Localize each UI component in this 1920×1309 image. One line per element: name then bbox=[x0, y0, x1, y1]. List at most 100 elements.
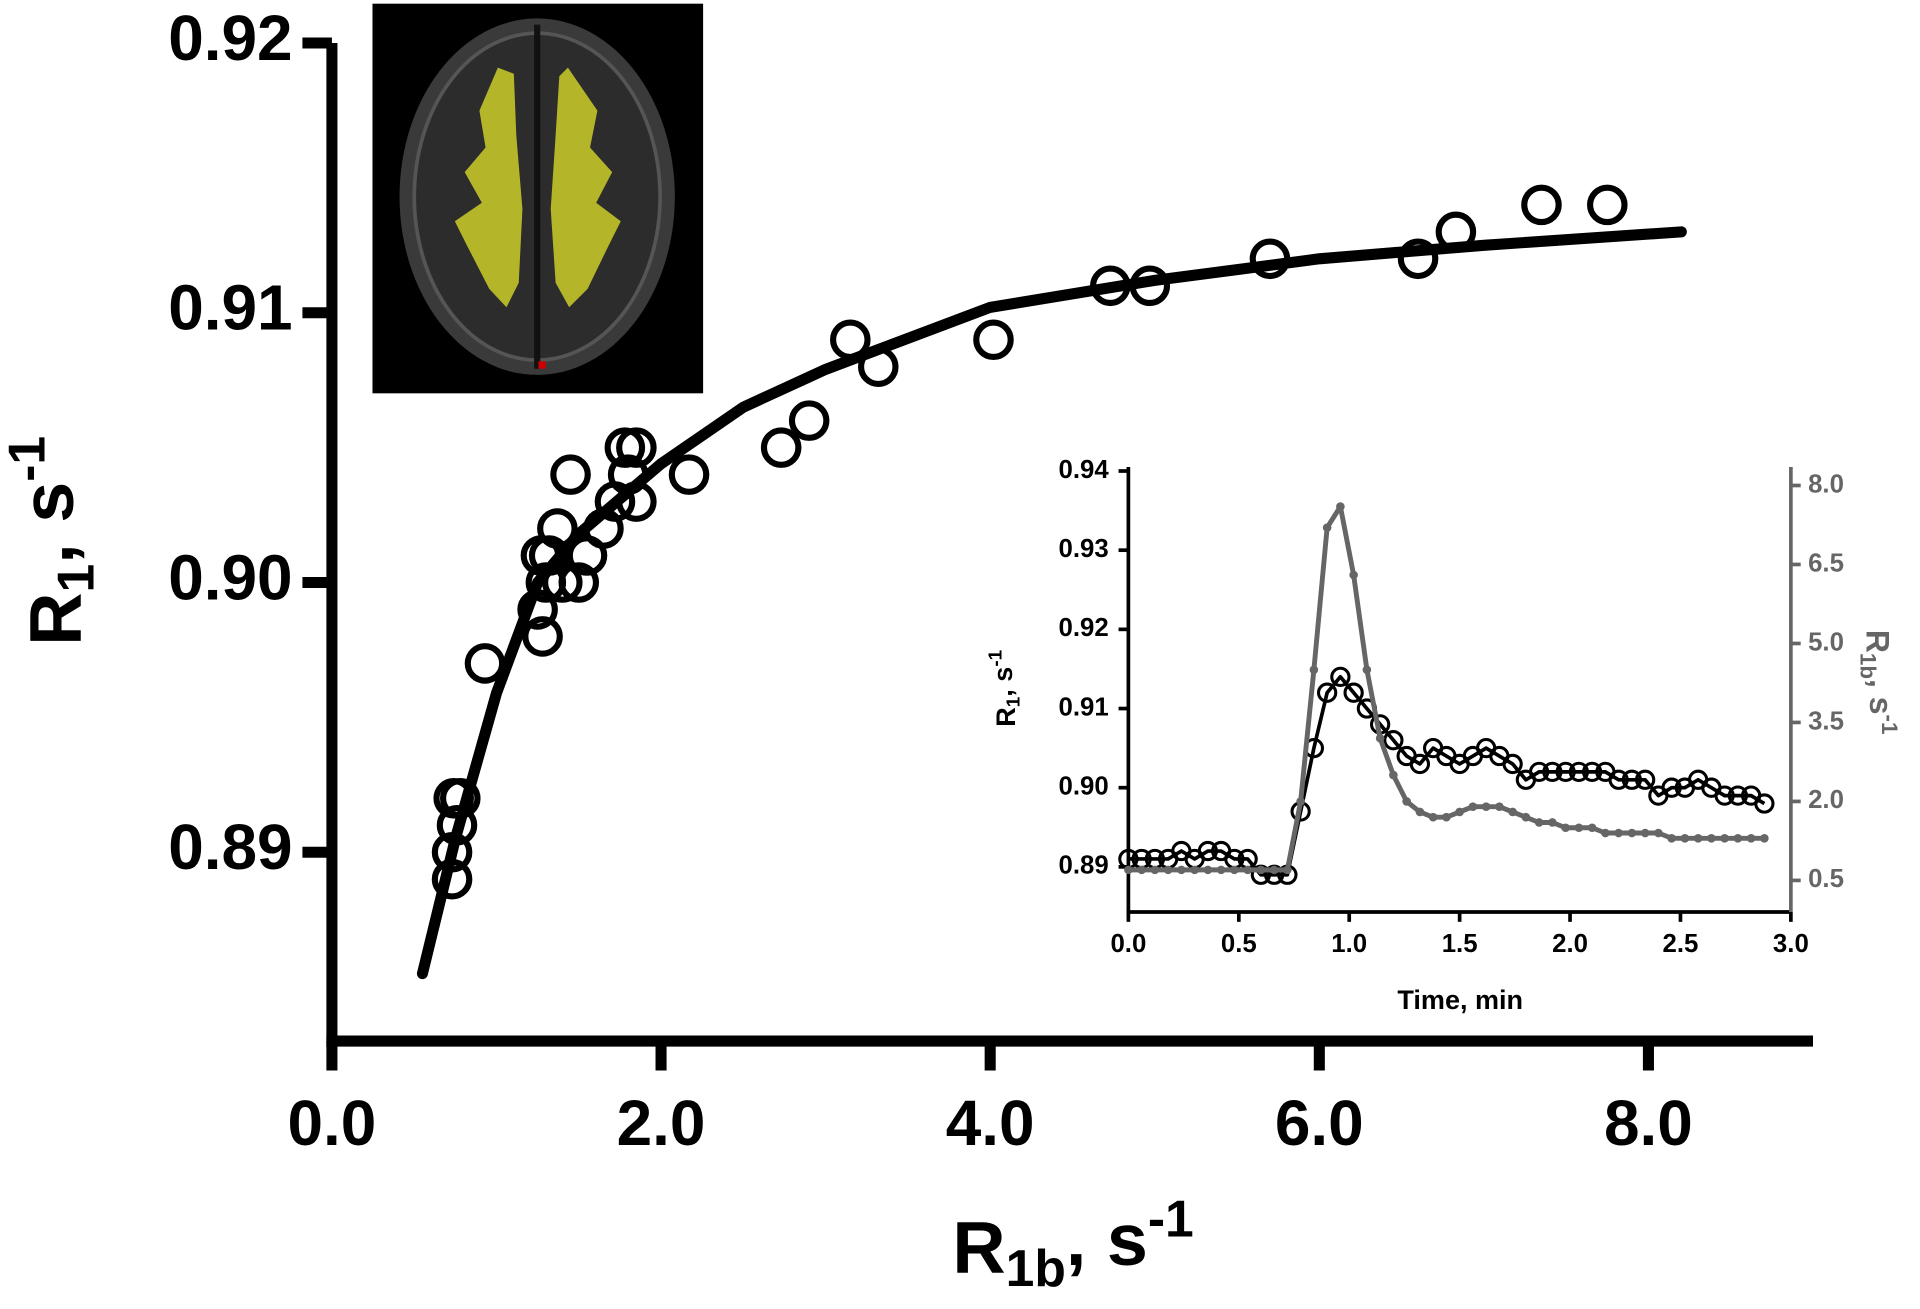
data-point bbox=[1495, 802, 1504, 811]
data-point bbox=[1733, 833, 1743, 843]
data-point bbox=[973, 319, 1014, 361]
y2-tick-label: 2.0 bbox=[1808, 786, 1844, 814]
data-point bbox=[1163, 865, 1173, 875]
data-point bbox=[1521, 812, 1531, 822]
fit-curve bbox=[416, 226, 1687, 980]
y2-tick-label: 8.0 bbox=[1808, 470, 1844, 498]
label-base: R bbox=[14, 592, 97, 645]
x-tick-label: 1.0 bbox=[1331, 930, 1367, 958]
white-matter-right bbox=[550, 67, 621, 308]
data-point bbox=[1203, 865, 1213, 875]
data-point bbox=[1542, 761, 1563, 783]
label-subscript: 1 bbox=[1004, 697, 1025, 708]
data-point bbox=[1375, 733, 1385, 743]
y2-tick-label: 0.5 bbox=[1808, 865, 1844, 893]
label-text: , s bbox=[6, 482, 89, 564]
y-tick-label: 0.92 bbox=[1059, 614, 1109, 642]
data-point bbox=[1150, 865, 1160, 875]
data-point bbox=[1137, 865, 1146, 875]
data-point bbox=[1397, 238, 1439, 280]
y2-tick-label: 5.0 bbox=[1808, 628, 1844, 656]
label-base: R bbox=[991, 707, 1021, 727]
x-tick-label: 1.5 bbox=[1442, 930, 1478, 958]
label-subscript: 1b bbox=[1856, 653, 1881, 679]
data-point bbox=[550, 454, 591, 495]
y2-tick-label: 6.5 bbox=[1808, 549, 1844, 577]
data-point bbox=[1654, 828, 1663, 838]
data-point bbox=[1190, 865, 1199, 875]
data-point bbox=[1608, 769, 1629, 790]
label-superscript: -1 bbox=[0, 436, 55, 482]
y-tick-label: 0.91 bbox=[1059, 693, 1109, 721]
data-point bbox=[1383, 730, 1404, 751]
data-point bbox=[1415, 807, 1425, 817]
label-superscript: -1 bbox=[986, 650, 1007, 667]
y-axis-label: R1, s-1 bbox=[986, 650, 1025, 727]
data-point bbox=[1216, 865, 1226, 875]
data-point bbox=[604, 427, 646, 468]
data-point bbox=[1409, 753, 1431, 775]
label-superscript: -1 bbox=[1877, 715, 1902, 735]
data-point bbox=[1428, 812, 1438, 822]
data-point bbox=[1534, 818, 1544, 827]
data-point bbox=[1197, 840, 1219, 862]
data-point bbox=[1296, 797, 1305, 806]
y-tick-label: 0.89 bbox=[168, 811, 292, 883]
y-tick-label: 0.94 bbox=[1059, 456, 1110, 484]
series-line bbox=[1128, 675, 1766, 877]
data-point bbox=[1243, 865, 1252, 875]
x-tick-label: 2.5 bbox=[1663, 930, 1699, 958]
data-point bbox=[1760, 833, 1769, 843]
data-point bbox=[1627, 828, 1637, 838]
data-point bbox=[1256, 865, 1266, 875]
data-point bbox=[1336, 502, 1345, 511]
data-point bbox=[1727, 785, 1749, 806]
data-point bbox=[1614, 828, 1623, 838]
data-point bbox=[616, 427, 657, 468]
data-point bbox=[1508, 807, 1517, 817]
label-text: , s bbox=[1066, 1198, 1148, 1281]
data-point bbox=[558, 562, 600, 603]
data-point bbox=[1528, 761, 1550, 783]
data-point bbox=[1561, 823, 1570, 833]
data-point bbox=[1402, 797, 1411, 806]
data-point bbox=[1640, 828, 1650, 838]
label-text: , s bbox=[988, 667, 1018, 697]
x-tick-label: 4.0 bbox=[946, 1087, 1035, 1159]
data-point bbox=[1621, 769, 1643, 790]
data-point bbox=[1754, 793, 1775, 814]
x-tick-label: 3.0 bbox=[1773, 930, 1809, 958]
data-point bbox=[1330, 666, 1351, 688]
data-point bbox=[1587, 823, 1597, 833]
label-superscript: -1 bbox=[1148, 1189, 1194, 1247]
data-point bbox=[1316, 682, 1338, 703]
x-tick-label: 0.5 bbox=[1221, 930, 1257, 958]
data-point bbox=[1362, 665, 1372, 675]
data-point bbox=[1680, 833, 1690, 843]
y-tick-label: 0.90 bbox=[1059, 773, 1109, 801]
data-point bbox=[464, 643, 506, 684]
data-point bbox=[1230, 865, 1239, 875]
label-base: R bbox=[952, 1206, 1005, 1289]
data-point bbox=[1269, 865, 1279, 875]
y-axis-label: R1, s-1 bbox=[0, 436, 104, 646]
data-point bbox=[788, 400, 830, 441]
x-axis-label: Time, min bbox=[1397, 985, 1523, 1015]
y2-axis-label: R1b, s-1 bbox=[1856, 630, 1902, 735]
y-tick-label: 0.93 bbox=[1059, 535, 1109, 563]
white-matter-left bbox=[454, 67, 523, 308]
data-point bbox=[1707, 833, 1716, 843]
roi-marker bbox=[538, 361, 546, 369]
y2-tick-label: 3.5 bbox=[1808, 707, 1844, 735]
x-tick-label: 0.0 bbox=[1110, 930, 1146, 958]
data-point bbox=[1746, 833, 1756, 843]
data-point bbox=[1349, 570, 1358, 580]
data-point bbox=[1601, 828, 1610, 838]
data-point bbox=[1442, 812, 1451, 822]
data-point bbox=[1555, 761, 1576, 783]
label-subscript: 1 bbox=[46, 564, 104, 593]
x-tick-label: 0.0 bbox=[288, 1087, 377, 1159]
x-tick-label: 2.0 bbox=[1552, 930, 1588, 958]
